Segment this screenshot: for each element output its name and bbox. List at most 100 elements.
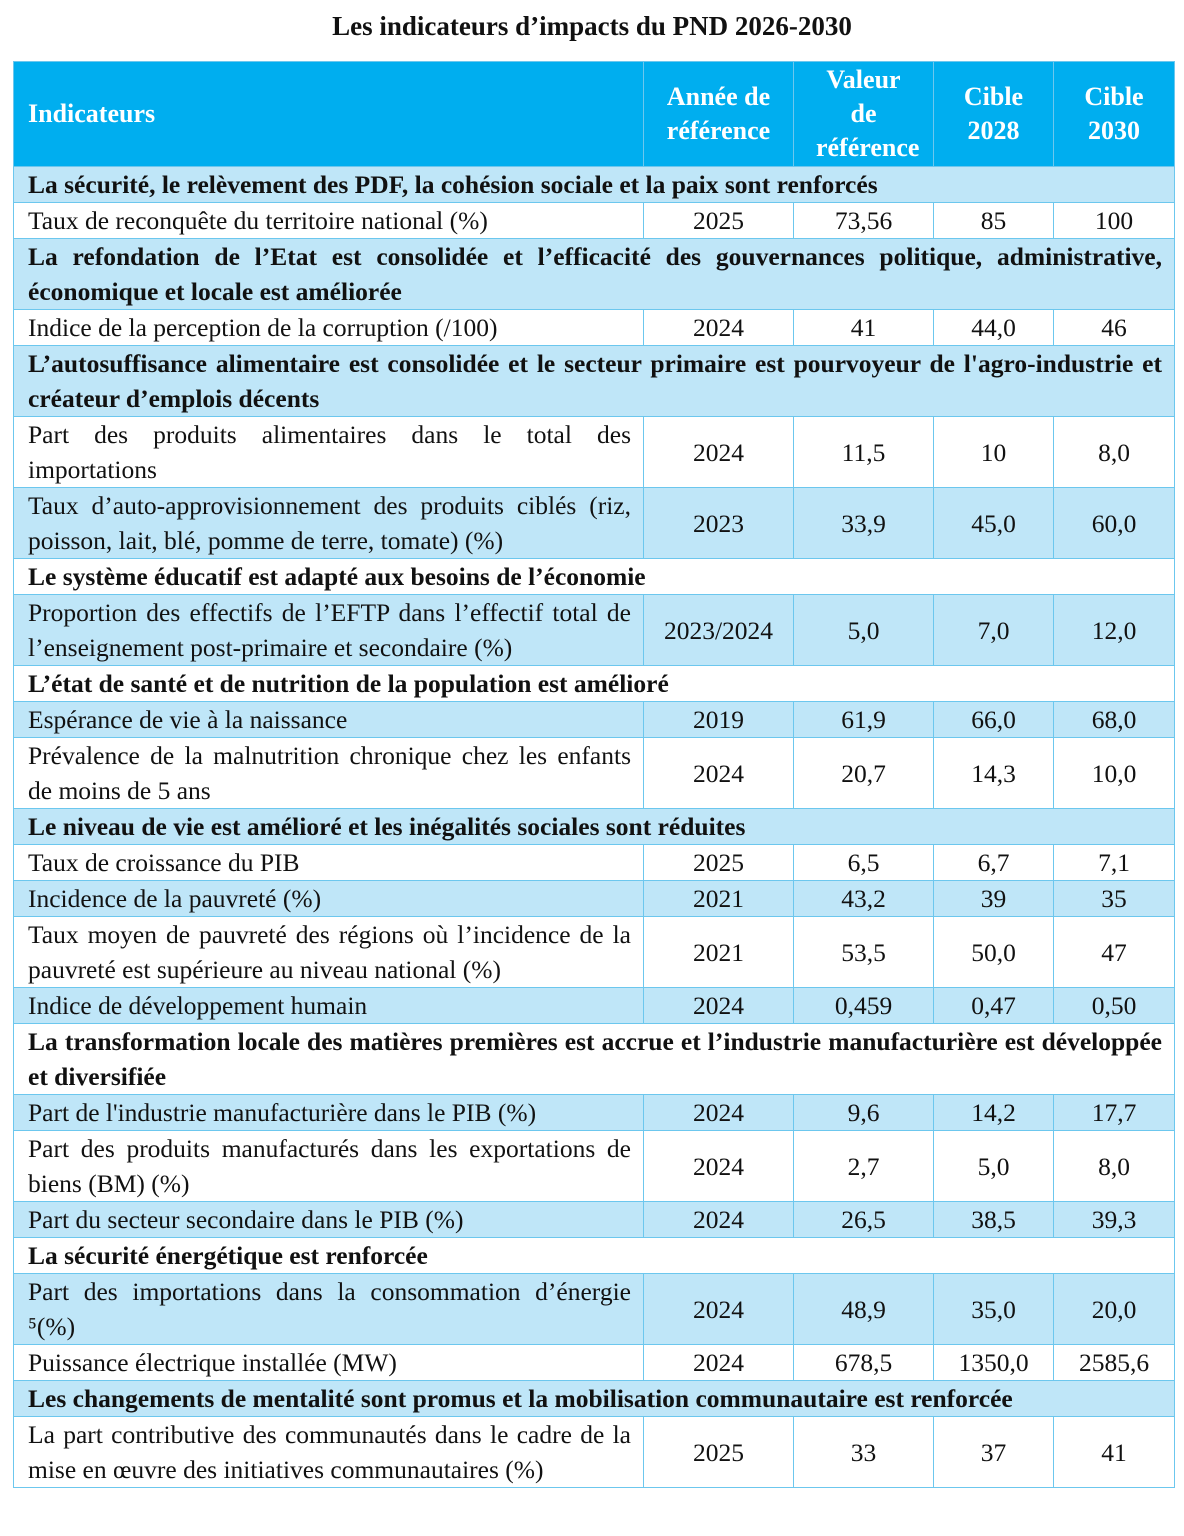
target-2030-cell: 35	[1053, 880, 1175, 917]
reference-value-cell: 20,7	[793, 737, 934, 809]
table-row: Part des importations dans la consommati…	[13, 1273, 1175, 1345]
table-row: Part des produits alimentaires dans le t…	[13, 416, 1175, 488]
target-2028-cell: 39	[933, 880, 1054, 917]
table-row: Puissance électrique installée (MW) 2024 6…	[13, 1344, 1175, 1381]
header-valeur-reference: Valeur de référence	[793, 61, 934, 167]
table-row: Indice de la perception de la corruption…	[13, 309, 1175, 346]
indicator-cell: Incidence de la pauvreté (%)	[13, 880, 644, 917]
table-row: Taux de reconquête du territoire nationa…	[13, 202, 1175, 239]
reference-year-cell: 2024	[643, 1273, 794, 1345]
indicator-cell: Indice de la perception de la corruption…	[13, 309, 644, 346]
reference-year-cell: 2025	[643, 202, 794, 239]
table-row: Part des produits manufacturés dans les …	[13, 1130, 1175, 1202]
table-row: Indice de développement humain 2024 0,459 0…	[13, 987, 1175, 1024]
target-2028-cell: 5,0	[933, 1130, 1054, 1202]
indicator-cell: Taux de croissance du PIB	[13, 844, 644, 881]
section-title: La sécurité énergétique est renforcée	[13, 1237, 1175, 1274]
table-row: Prévalence de la malnutrition chronique …	[13, 737, 1175, 809]
target-2030-cell: 12,0	[1053, 594, 1175, 666]
indicators-table: Indicateurs Année de référence Valeur de…	[13, 61, 1175, 1488]
reference-year-cell: 2024	[643, 987, 794, 1024]
target-2028-cell: 66,0	[933, 701, 1054, 738]
target-2028-cell: 44,0	[933, 309, 1054, 346]
table-row: Part de l'industrie manufacturière dans …	[13, 1094, 1175, 1131]
target-2028-cell: 45,0	[933, 487, 1054, 559]
target-2028-cell: 0,47	[933, 987, 1054, 1024]
reference-value-cell: 678,5	[793, 1344, 934, 1381]
reference-year-cell: 2023	[643, 487, 794, 559]
reference-value-cell: 41	[793, 309, 934, 346]
target-2030-cell: 60,0	[1053, 487, 1175, 559]
target-2030-cell: 17,7	[1053, 1094, 1175, 1131]
table-row: Part du secteur secondaire dans le PIB (…	[13, 1201, 1175, 1238]
section-row: Le niveau de vie est amélioré et les iné…	[13, 808, 1175, 845]
indicator-cell: Taux d’auto-approvisionnement des produi…	[13, 487, 644, 559]
target-2028-cell: 14,3	[933, 737, 1054, 809]
reference-year-cell: 2023/2024	[643, 594, 794, 666]
target-2028-cell: 10	[933, 416, 1054, 488]
indicator-cell: Part des produits alimentaires dans le t…	[13, 416, 644, 488]
reference-value-cell: 33	[793, 1416, 934, 1488]
reference-value-cell: 26,5	[793, 1201, 934, 1238]
target-2030-cell: 39,3	[1053, 1201, 1175, 1238]
section-row: L’état de santé et de nutrition de la po…	[13, 665, 1175, 702]
target-2030-cell: 68,0	[1053, 701, 1175, 738]
target-2030-cell: 8,0	[1053, 1130, 1175, 1202]
table-row: Taux moyen de pauvreté des régions où l’…	[13, 916, 1175, 988]
target-2028-cell: 37	[933, 1416, 1054, 1488]
indicator-cell: Puissance électrique installée (MW)	[13, 1344, 644, 1381]
section-row: Les changements de mentalité sont promus…	[13, 1380, 1175, 1417]
target-2028-cell: 1350,0	[933, 1344, 1054, 1381]
indicator-cell: Part du secteur secondaire dans le PIB (…	[13, 1201, 644, 1238]
section-title: L’autosuffisance alimentaire est consoli…	[13, 345, 1175, 417]
target-2028-cell: 38,5	[933, 1201, 1054, 1238]
target-2030-cell: 10,0	[1053, 737, 1175, 809]
section-title: Le niveau de vie est amélioré et les iné…	[13, 808, 1175, 845]
reference-value-cell: 73,56	[793, 202, 934, 239]
target-2030-cell: 7,1	[1053, 844, 1175, 881]
reference-year-cell: 2024	[643, 309, 794, 346]
indicator-cell: Part des importations dans la consommati…	[13, 1273, 644, 1345]
reference-value-cell: 6,5	[793, 844, 934, 881]
indicator-cell: Proportion des effectifs de l’EFTP dans …	[13, 594, 644, 666]
reference-year-cell: 2021	[643, 916, 794, 988]
reference-year-cell: 2024	[643, 737, 794, 809]
indicator-cell: Espérance de vie à la naissance	[13, 701, 644, 738]
reference-value-cell: 48,9	[793, 1273, 934, 1345]
target-2030-cell: 0,50	[1053, 987, 1175, 1024]
reference-year-cell: 2025	[643, 844, 794, 881]
table-row: La part contributive des communautés dan…	[13, 1416, 1175, 1488]
reference-value-cell: 9,6	[793, 1094, 934, 1131]
section-title: La sécurité, le relèvement des PDF, la c…	[13, 166, 1175, 203]
reference-year-cell: 2024	[643, 1094, 794, 1131]
target-2030-cell: 46	[1053, 309, 1175, 346]
page-title: Les indicateurs d’impacts du PND 2026-20…	[332, 11, 852, 41]
target-2030-cell: 41	[1053, 1416, 1175, 1488]
reference-year-cell: 2024	[643, 416, 794, 488]
target-2028-cell: 85	[933, 202, 1054, 239]
section-row: La refondation de l’Etat est consolidée …	[13, 238, 1175, 310]
header-cible-2028: Cible 2028	[933, 61, 1054, 167]
section-title: La refondation de l’Etat est consolidée …	[13, 238, 1175, 310]
reference-value-cell: 0,459	[793, 987, 934, 1024]
reference-value-cell: 43,2	[793, 880, 934, 917]
section-row: La sécurité, le relèvement des PDF, la c…	[13, 166, 1175, 203]
target-2028-cell: 14,2	[933, 1094, 1054, 1131]
table-row: Espérance de vie à la naissance 2019 61,9 6…	[13, 701, 1175, 738]
target-2028-cell: 35,0	[933, 1273, 1054, 1345]
section-title: Le système éducatif est adapté aux besoi…	[13, 558, 1175, 595]
table-row: Taux d’auto-approvisionnement des produi…	[13, 487, 1175, 559]
target-2030-cell: 8,0	[1053, 416, 1175, 488]
indicator-cell: Prévalence de la malnutrition chronique …	[13, 737, 644, 809]
indicator-cell: Indice de développement humain	[13, 987, 644, 1024]
reference-year-cell: 2024	[643, 1130, 794, 1202]
indicator-cell: Taux de reconquête du territoire nationa…	[13, 202, 644, 239]
reference-year-cell: 2024	[643, 1344, 794, 1381]
table-header: Indicateurs Année de référence Valeur de…	[13, 61, 1175, 167]
reference-value-cell: 33,9	[793, 487, 934, 559]
target-2030-cell: 20,0	[1053, 1273, 1175, 1345]
reference-year-cell: 2021	[643, 880, 794, 917]
reference-year-cell: 2024	[643, 1201, 794, 1238]
reference-value-cell: 5,0	[793, 594, 934, 666]
section-title: L’état de santé et de nutrition de la po…	[13, 665, 1175, 702]
